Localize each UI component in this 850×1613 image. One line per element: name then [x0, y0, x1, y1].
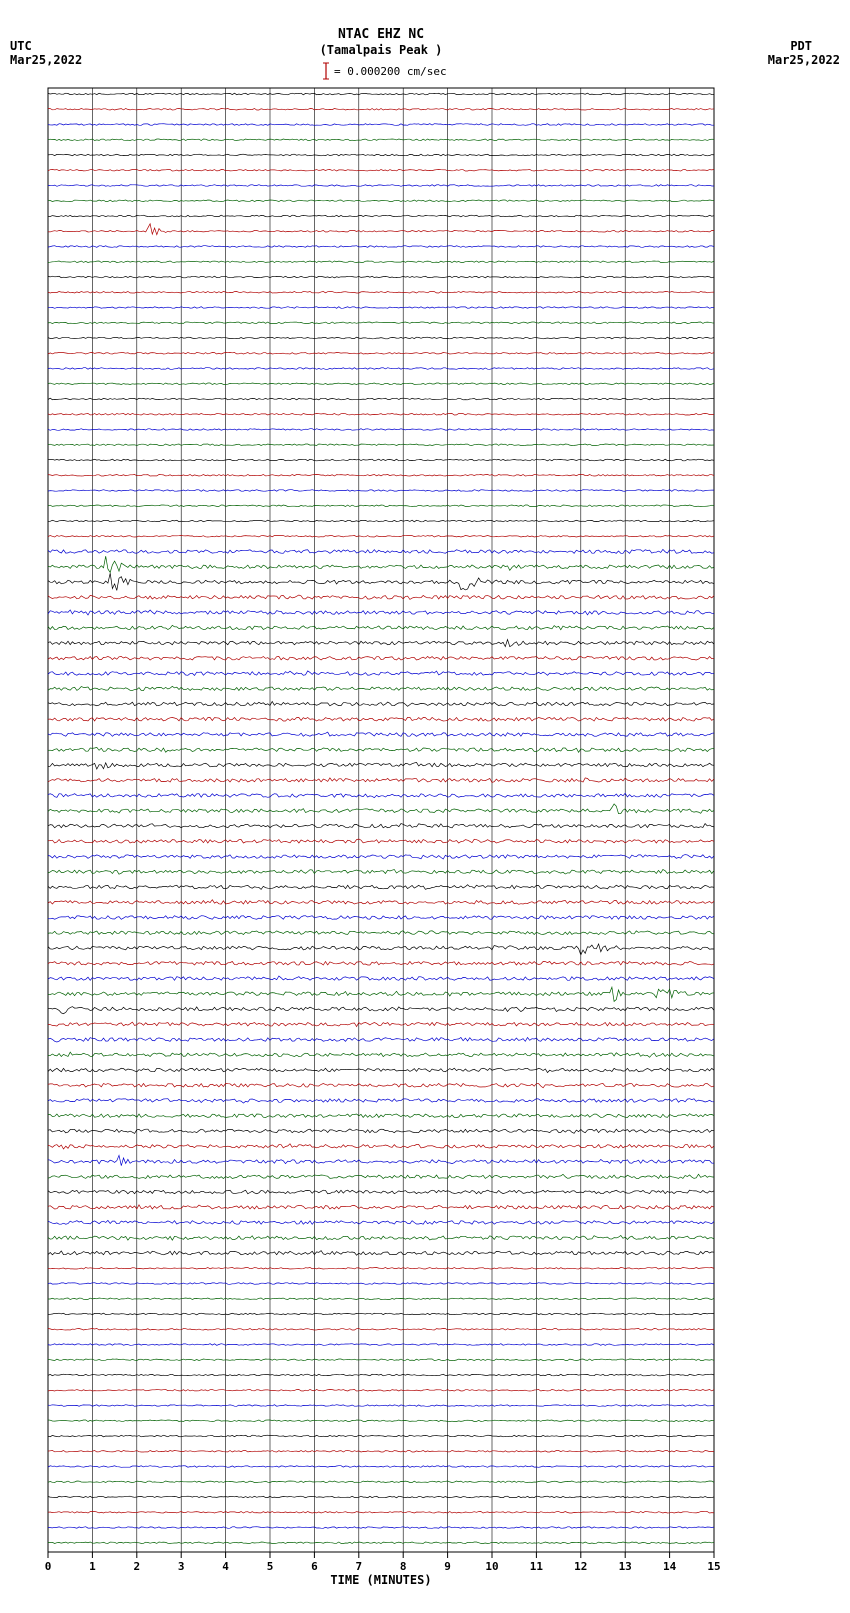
x-tick-label: 0: [45, 1560, 52, 1573]
x-tick-label: 1: [89, 1560, 96, 1573]
tz-right: PDT: [790, 39, 812, 53]
x-tick-label: 13: [619, 1560, 632, 1573]
chart-subtitle: (Tamalpais Peak ): [320, 43, 443, 57]
x-tick-label: 11: [530, 1560, 544, 1573]
date-left: Mar25,2022: [10, 53, 82, 67]
scale-label: = 0.000200 cm/sec: [334, 65, 447, 78]
x-tick-label: 4: [222, 1560, 229, 1573]
chart-title: NTAC EHZ NC: [338, 27, 424, 42]
x-tick-label: 8: [400, 1560, 407, 1573]
x-tick-label: 7: [355, 1560, 362, 1573]
x-tick-label: 9: [444, 1560, 451, 1573]
date-right: Mar25,2022: [768, 53, 840, 67]
x-tick-label: 2: [133, 1560, 140, 1573]
x-tick-label: 5: [267, 1560, 274, 1573]
seismogram-chart: NTAC EHZ NC(Tamalpais Peak ) = 0.000200 c…: [0, 0, 850, 1613]
x-tick-label: 15: [707, 1560, 720, 1573]
x-axis-label: TIME (MINUTES): [330, 1573, 431, 1587]
x-tick-label: 3: [178, 1560, 185, 1573]
x-tick-label: 10: [485, 1560, 498, 1573]
x-tick-label: 12: [574, 1560, 587, 1573]
x-tick-label: 6: [311, 1560, 318, 1573]
x-tick-label: 14: [663, 1560, 677, 1573]
tz-left: UTC: [10, 39, 32, 53]
